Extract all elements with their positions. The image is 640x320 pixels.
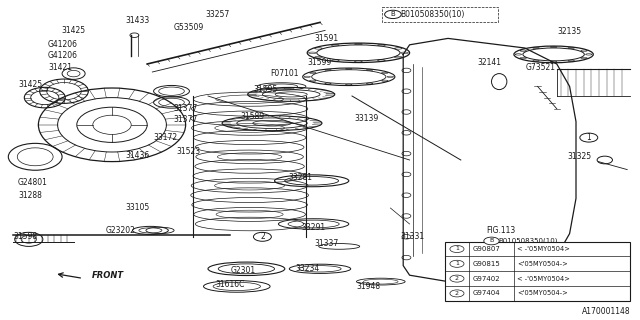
Text: 33257: 33257 <box>205 10 230 19</box>
Text: 2: 2 <box>455 291 459 296</box>
Text: 31377: 31377 <box>173 104 198 113</box>
Text: 1: 1 <box>455 246 459 252</box>
Text: 2: 2 <box>260 232 265 241</box>
Text: 31523: 31523 <box>177 148 201 156</box>
Text: G73521: G73521 <box>526 63 556 72</box>
Text: G97402: G97402 <box>473 276 500 282</box>
Text: 31337: 31337 <box>314 239 339 248</box>
Circle shape <box>484 237 499 245</box>
Text: B010508350(10): B010508350(10) <box>400 10 465 19</box>
Text: 31948: 31948 <box>356 282 380 291</box>
Text: 31325: 31325 <box>567 152 591 161</box>
Text: 1: 1 <box>586 133 591 142</box>
Text: FRONT: FRONT <box>92 271 124 280</box>
Text: 33281: 33281 <box>289 173 313 182</box>
Text: G41206: G41206 <box>48 52 78 60</box>
Circle shape <box>253 232 271 241</box>
Circle shape <box>580 133 598 142</box>
Text: 31589: 31589 <box>241 112 265 121</box>
Text: 31598: 31598 <box>13 232 38 241</box>
Text: 31421: 31421 <box>48 63 72 72</box>
Text: 1: 1 <box>455 261 459 266</box>
Circle shape <box>385 10 401 19</box>
Text: 2: 2 <box>455 276 459 281</box>
Text: 31425: 31425 <box>61 26 86 35</box>
Text: 31436: 31436 <box>125 151 150 160</box>
Text: G90815: G90815 <box>473 261 500 267</box>
Circle shape <box>450 260 464 267</box>
Text: 33105: 33105 <box>125 204 150 212</box>
Text: G41206: G41206 <box>48 40 78 49</box>
Text: B: B <box>390 12 396 17</box>
Text: A170001148: A170001148 <box>582 308 630 316</box>
Text: B010508350(10): B010508350(10) <box>498 238 557 244</box>
Text: 32135: 32135 <box>557 28 582 36</box>
Text: G90807: G90807 <box>473 246 501 252</box>
Circle shape <box>450 275 464 282</box>
Text: <'05MY0504->: <'05MY0504-> <box>517 261 568 267</box>
Text: 32141: 32141 <box>477 58 502 67</box>
Circle shape <box>450 290 464 297</box>
Text: <'05MY0504->: <'05MY0504-> <box>517 291 568 296</box>
FancyBboxPatch shape <box>445 242 630 301</box>
Text: B: B <box>490 238 493 244</box>
Text: G24801: G24801 <box>18 178 48 187</box>
Text: 31599: 31599 <box>308 58 332 67</box>
Text: G2301: G2301 <box>230 266 256 275</box>
Text: 31595: 31595 <box>253 85 278 94</box>
Text: 31377: 31377 <box>173 116 198 124</box>
Text: 31425: 31425 <box>18 80 42 89</box>
Text: 31616C: 31616C <box>216 280 245 289</box>
Text: FIG.113: FIG.113 <box>486 226 516 235</box>
Text: < -'05MY0504>: < -'05MY0504> <box>517 246 570 252</box>
Text: 31331: 31331 <box>401 232 425 241</box>
Text: F07101: F07101 <box>271 69 299 78</box>
Text: 33291: 33291 <box>301 223 326 232</box>
Text: G53509: G53509 <box>173 23 204 32</box>
Text: G23202: G23202 <box>106 226 135 235</box>
Text: 31591: 31591 <box>314 34 339 43</box>
Text: 31433: 31433 <box>125 16 150 25</box>
Text: < -'05MY0504>: < -'05MY0504> <box>517 276 570 282</box>
Text: 31288: 31288 <box>18 191 42 200</box>
Text: 33234: 33234 <box>295 264 319 273</box>
Circle shape <box>450 245 464 252</box>
Text: G97404: G97404 <box>473 291 500 296</box>
Text: 33139: 33139 <box>354 114 378 123</box>
Text: 33172: 33172 <box>153 133 177 142</box>
